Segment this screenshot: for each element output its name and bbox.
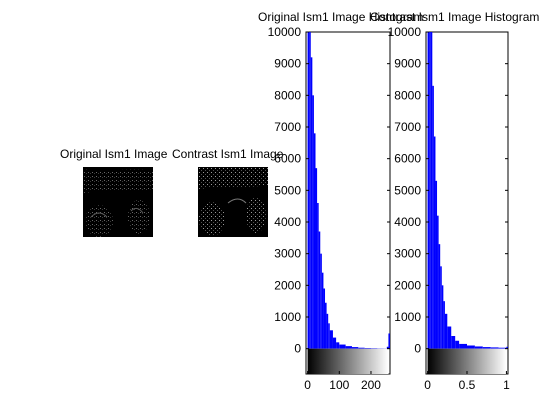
- y-tick-label: 5000: [274, 183, 301, 197]
- y-tick-label: 10000: [268, 25, 302, 39]
- y-tick-label: 2000: [394, 278, 421, 292]
- histogram-bar: [315, 168, 318, 349]
- histogram-bar: [432, 85, 434, 349]
- histogram-bar: [490, 347, 499, 349]
- histogram-bar: [455, 340, 460, 349]
- histogram-bar: [320, 253, 322, 349]
- histogram-bar: [309, 32, 311, 349]
- y-tick-label: 6000: [274, 152, 301, 166]
- histogram-title: Original Ism1 Image Histogram: [258, 10, 423, 24]
- histogram-bar: [317, 203, 319, 349]
- y-tick-label: 1000: [394, 310, 421, 324]
- histogram-bar: [438, 244, 441, 349]
- y-tick-label: 7000: [394, 120, 421, 134]
- original-histogram: 0100020003000400050006000700080009000100…: [258, 10, 423, 392]
- histogram-bar: [447, 326, 452, 349]
- contrast-image-title: Contrast Ism1 Image: [172, 147, 284, 161]
- histogram-bar: [474, 346, 483, 349]
- colorbar: [427, 348, 507, 374]
- x-tick-label: 0: [424, 378, 431, 392]
- y-tick-label: 4000: [394, 215, 421, 229]
- y-tick-label: 3000: [274, 247, 301, 261]
- histogram-bar: [433, 136, 436, 349]
- colorbar: [307, 348, 389, 374]
- original-image: [83, 167, 153, 237]
- y-tick-label: 1000: [274, 310, 301, 324]
- x-tick-label: 0: [304, 378, 311, 392]
- original-image-title: Original Ism1 Image: [60, 147, 168, 161]
- histogram-bar: [332, 337, 337, 349]
- histogram-bar: [430, 32, 433, 349]
- histogram-bar: [328, 323, 330, 349]
- histogram-bar: [310, 57, 313, 349]
- y-tick-label: 8000: [274, 88, 301, 102]
- y-tick-label: 2000: [274, 278, 301, 292]
- histogram-bar: [326, 313, 329, 349]
- y-tick-label: 5000: [394, 183, 421, 197]
- histogram-title: Contrast Ism1 Image Histogram: [370, 10, 539, 24]
- histogram-bar: [339, 344, 346, 349]
- y-tick-label: 9000: [394, 57, 421, 71]
- y-tick-label: 8000: [394, 88, 421, 102]
- histogram-bar: [386, 346, 389, 349]
- histogram-bar: [388, 333, 390, 349]
- y-tick-label: 9000: [274, 57, 301, 71]
- histogram-bar: [429, 32, 431, 349]
- histogram-bar: [325, 302, 327, 349]
- x-tick-label: 100: [329, 378, 349, 392]
- histogram-bar: [329, 330, 333, 349]
- x-tick-label: 0.5: [459, 378, 476, 392]
- histogram-bar: [444, 313, 448, 349]
- histogram-bar: [321, 272, 324, 349]
- histogram-bar: [435, 180, 438, 349]
- histogram-bar: [318, 231, 321, 349]
- histogram-bar: [345, 346, 352, 349]
- histogram-bar: [336, 342, 340, 349]
- contrast-histogram: 0100020003000400050006000700080009000100…: [370, 10, 539, 392]
- x-tick-label: 200: [361, 378, 381, 392]
- y-tick-label: 4000: [274, 215, 301, 229]
- y-tick-label: 0: [414, 342, 421, 356]
- histogram-bar: [467, 345, 475, 349]
- histogram-bar: [358, 347, 365, 349]
- histogram-bar: [440, 266, 442, 349]
- histogram-bar: [506, 346, 508, 349]
- histogram-bar: [364, 348, 371, 349]
- y-tick-label: 10000: [388, 25, 422, 39]
- histogram-bar: [313, 133, 316, 349]
- histogram-bar: [441, 285, 444, 349]
- histogram-bar: [323, 288, 326, 349]
- histogram-bar: [498, 347, 507, 349]
- histogram-bar: [351, 347, 359, 349]
- histogram-bar: [437, 215, 439, 349]
- y-tick-label: 6000: [394, 152, 421, 166]
- histogram-bar: [312, 95, 314, 349]
- contrast-image: [198, 167, 268, 237]
- histogram-bar: [451, 336, 456, 349]
- y-tick-label: 0: [294, 342, 301, 356]
- y-tick-label: 7000: [274, 120, 301, 134]
- histogram-bar: [482, 347, 491, 349]
- y-tick-label: 3000: [394, 247, 421, 261]
- histogram-bar: [443, 301, 445, 349]
- x-tick-label: 1: [503, 378, 510, 392]
- histogram-bar: [459, 343, 467, 349]
